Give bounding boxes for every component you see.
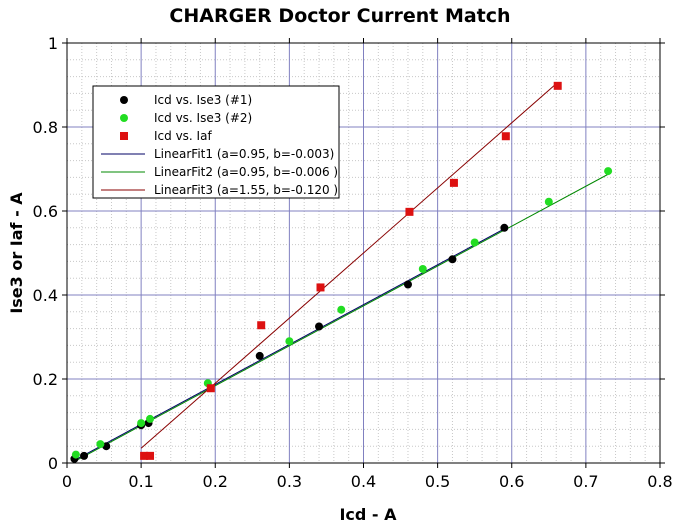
data-point-series-3 bbox=[257, 321, 266, 330]
data-point-series-1 bbox=[448, 255, 457, 264]
x-axis-label: Icd - A bbox=[339, 505, 397, 524]
legend-entry: LinearFit2 (a=0.95, b=-0.006 ) bbox=[154, 165, 338, 179]
legend: Icd vs. Ise3 (#1) Icd vs. Ise3 (#2) Icd vs… bbox=[92, 85, 340, 199]
y-tick-label: 0 bbox=[48, 454, 58, 473]
x-tick-label: 0.1 bbox=[128, 472, 153, 491]
legend-entry: LinearFit3 (a=1.55, b=-0.120 ) bbox=[154, 183, 338, 197]
legend-entry: Icd vs. Ise3 (#2) bbox=[154, 111, 252, 125]
data-point-series-2 bbox=[337, 305, 346, 314]
data-point-series-2 bbox=[71, 450, 80, 459]
y-tick-label: 0.6 bbox=[33, 202, 58, 221]
legend-swatch bbox=[120, 96, 128, 104]
x-tick-label: 0 bbox=[62, 472, 72, 491]
legend-entry: Icd vs. Iaf bbox=[154, 129, 212, 143]
chart-title: CHARGER Doctor Current Match bbox=[169, 5, 510, 27]
y-tick-label: 0.2 bbox=[33, 370, 58, 389]
data-point-series-3 bbox=[405, 207, 414, 216]
data-point-series-2 bbox=[146, 414, 155, 423]
fit-line-2 bbox=[75, 173, 609, 462]
y-tick-label: 0.8 bbox=[33, 118, 58, 137]
data-point-series-2 bbox=[96, 440, 105, 449]
data-point-series-1 bbox=[315, 322, 324, 331]
data-point-series-1 bbox=[80, 451, 89, 460]
legend-box bbox=[92, 85, 340, 199]
axis-ticks: 0 0.1 0.2 0.3 0.4 0.5 0.6 0.7 0.8 0 0.2 0.4 0.6 0.8 1 bbox=[33, 34, 673, 491]
data-point-series-3 bbox=[449, 178, 458, 187]
y-tick-label: 1 bbox=[48, 34, 58, 53]
data-point-series-3 bbox=[140, 451, 149, 460]
x-tick-label: 0.7 bbox=[573, 472, 598, 491]
data-point-series-3 bbox=[316, 283, 325, 292]
data-point-series-1 bbox=[500, 223, 509, 232]
legend-entry: Icd vs. Ise3 (#1) bbox=[154, 93, 252, 107]
legend-swatch bbox=[120, 114, 128, 122]
data-point-series-1 bbox=[255, 351, 264, 360]
data-point-series-2 bbox=[544, 197, 553, 206]
data-points bbox=[70, 81, 613, 463]
x-tick-label: 0.8 bbox=[647, 472, 672, 491]
data-point-series-1 bbox=[403, 280, 412, 289]
data-point-series-2 bbox=[137, 419, 146, 428]
data-point-series-3 bbox=[146, 451, 155, 460]
x-tick-label: 0.3 bbox=[277, 472, 302, 491]
legend-swatch bbox=[120, 132, 128, 140]
grid bbox=[67, 43, 660, 463]
x-tick-label: 0.5 bbox=[425, 472, 450, 491]
x-tick-label: 0.6 bbox=[499, 472, 524, 491]
data-point-series-3 bbox=[553, 81, 562, 90]
data-point-series-2 bbox=[285, 337, 294, 346]
y-axis-label: Ise3 or Iaf - A bbox=[7, 192, 26, 314]
x-tick-label: 0.2 bbox=[203, 472, 228, 491]
x-tick-label: 0.4 bbox=[351, 472, 376, 491]
data-point-series-3 bbox=[501, 132, 510, 141]
y-tick-label: 0.4 bbox=[33, 286, 58, 305]
legend-entry: LinearFit1 (a=0.95, b=-0.003) bbox=[154, 147, 334, 161]
data-point-series-3 bbox=[206, 384, 215, 393]
data-point-series-2 bbox=[604, 167, 613, 176]
data-point-series-2 bbox=[418, 264, 427, 273]
data-point-series-2 bbox=[470, 238, 479, 247]
